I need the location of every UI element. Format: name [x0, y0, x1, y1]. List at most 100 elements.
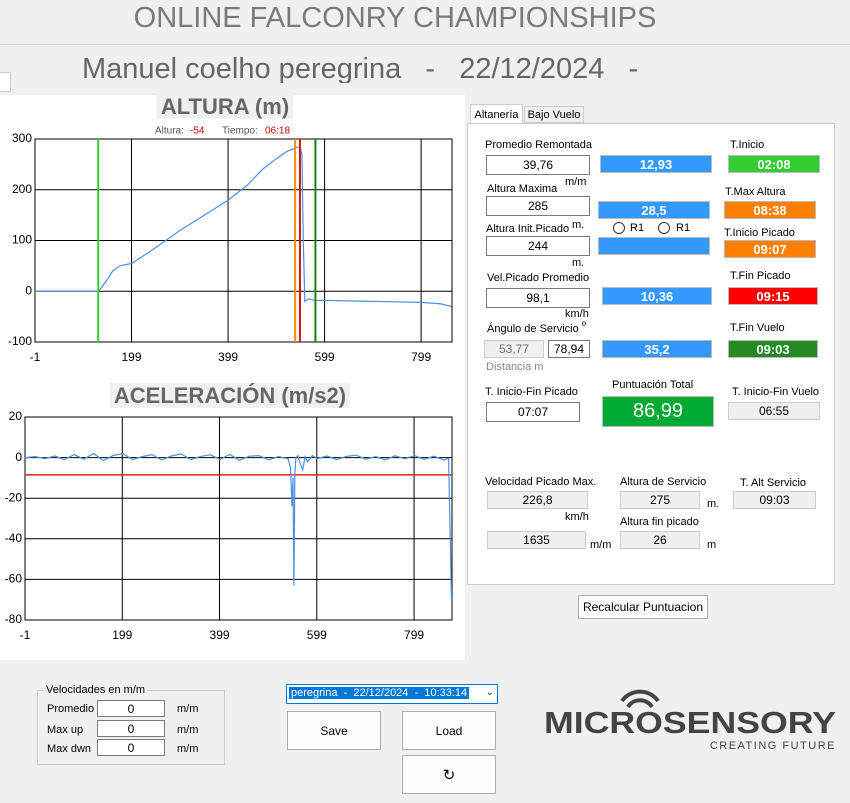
y-tick-label: -80 [5, 612, 23, 626]
logo: MICROSENSORY CREATING FUTURE [544, 689, 836, 752]
unit: m/m [177, 703, 199, 715]
unit: m/m [565, 176, 587, 188]
button[interactable]: ↻ [402, 755, 496, 794]
radio[interactable] [613, 222, 625, 234]
textbox[interactable]: 26 [620, 531, 700, 549]
unit: m/m [177, 724, 199, 736]
dropdown-arrow: ⌄ [485, 687, 494, 698]
textbox[interactable]: 285 [486, 196, 590, 216]
readout-label: Altura: [155, 126, 184, 137]
logo-tagline: CREATING FUTURE [710, 740, 836, 752]
result-box: 10,36 [602, 287, 712, 305]
y-tick-label: 300 [12, 131, 32, 145]
y-tick-label: 0 [15, 450, 22, 464]
textbox[interactable]: 39,76 [486, 155, 590, 175]
button[interactable]: Save [287, 711, 381, 750]
y-tick-label: 20 [9, 409, 23, 423]
plot-frame [34, 138, 453, 343]
label: Ángulo de Servicio [487, 323, 579, 335]
dropdown-value: peregrina - 22/12/2024 - 10:33:14 [289, 687, 470, 699]
textbox[interactable]: 07:07 [486, 402, 580, 422]
y-tick-label: -20 [5, 490, 23, 504]
logo-name: MICROSENSORY [544, 705, 836, 740]
result-box: 35,2 [602, 340, 712, 358]
chart-title: ACELERACIÓN (m/s2) [114, 383, 346, 408]
readout-value: -54 [190, 126, 205, 137]
note: Distancia m [486, 361, 544, 373]
unit: m [707, 539, 717, 551]
label: T.Max Altura [725, 186, 786, 198]
textbox[interactable]: 06:55 [728, 402, 820, 420]
app-title: ONLINE FALCONRY CHAMPIONSHIPS [133, 2, 657, 34]
x-tick-label: 399 [210, 628, 230, 642]
chart-title: ALTURA (m) [161, 94, 289, 119]
textbox[interactable]: 09:03 [733, 491, 816, 509]
label: T.Inicio [730, 139, 765, 151]
textbox[interactable]: 226,8 [487, 491, 588, 509]
time-box: 08:38 [724, 201, 816, 219]
button[interactable]: Recalcular Puntuacion [578, 595, 708, 619]
result-box: 12,93 [600, 155, 712, 173]
x-tick-label: 399 [218, 350, 238, 364]
textbox[interactable]: 53,77 [484, 340, 544, 358]
label: T. Inicio-Fin Vuelo [732, 386, 820, 398]
x-tick-label: 599 [307, 628, 327, 642]
textbox[interactable]: 0 [97, 700, 165, 717]
unit: º [582, 320, 587, 332]
label: Promedio Remontada [485, 139, 593, 151]
logo-arc [620, 689, 660, 703]
side-tab[interactable] [0, 72, 11, 92]
x-tick-label: 799 [411, 350, 431, 364]
label: Altura fin picado [620, 516, 699, 528]
time-box: 09:15 [728, 287, 818, 305]
x-tick-label: -1 [30, 350, 41, 364]
textbox[interactable]: 78,94 [548, 340, 590, 358]
textbox[interactable]: 1635 [487, 531, 586, 549]
unit: m. [707, 498, 720, 510]
label: Puntuación Total [612, 379, 694, 391]
y-tick-label: 0 [25, 283, 32, 297]
label: T. Alt Servicio [740, 477, 807, 489]
score-box: 86,99 [602, 396, 714, 427]
y-tick-label: -40 [5, 531, 23, 545]
chart-background [0, 95, 465, 660]
textbox[interactable]: 0 [97, 720, 165, 737]
radio[interactable] [658, 222, 670, 234]
textbox[interactable]: 0 [97, 739, 165, 756]
unit: km/h [565, 308, 589, 320]
tab-active[interactable]: Altanería [470, 104, 523, 124]
data-line [24, 452, 453, 600]
time-box: 09:03 [728, 340, 818, 358]
x-tick-label: 199 [112, 628, 132, 642]
data-line [35, 145, 452, 308]
subtitle-clip: Manuel coelho peregrina - 22/12/2024 - [0, 45, 850, 83]
x-tick-label: 599 [315, 350, 335, 364]
time-box: 09:07 [724, 240, 816, 258]
label: Altura Init.Picado [486, 223, 570, 235]
textbox[interactable]: 275 [620, 491, 700, 509]
label: Vel.Picado Promedio [487, 272, 590, 284]
unit: m. [572, 219, 585, 231]
result-box [598, 237, 710, 255]
label: Max up [47, 724, 84, 736]
button[interactable]: Load [402, 711, 496, 750]
unit: m/m [590, 539, 612, 551]
radio-label: R1 [630, 222, 645, 234]
result-box: 28,5 [598, 201, 710, 219]
tab[interactable]: Bajo Vuelo [524, 106, 584, 123]
y-tick-label: 100 [12, 233, 32, 247]
dropdown[interactable]: peregrina - 22/12/2024 - 10:33:14 ⌄ [286, 684, 498, 704]
y-tick-label: 200 [12, 182, 32, 196]
y-tick-label: -100 [8, 334, 32, 348]
label: T.Inicio Picado [724, 227, 795, 239]
x-tick-label: -1 [20, 628, 31, 642]
label: Altura de Servicio [620, 476, 707, 488]
textbox[interactable]: 98,1 [486, 288, 590, 308]
label: T.Fin Vuelo [730, 322, 785, 334]
label: Max dwn [47, 743, 92, 755]
label: T. Inicio-Fin Picado [485, 386, 578, 398]
textbox[interactable]: 244 [486, 236, 590, 256]
x-tick-label: 799 [404, 628, 424, 642]
